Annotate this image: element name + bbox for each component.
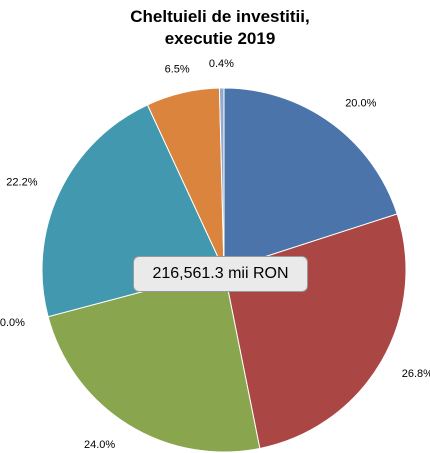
slice-label: 24.0% bbox=[84, 439, 115, 451]
slice-label: 6.5% bbox=[165, 63, 190, 75]
chart-title: Cheltuieli de investitii, executie 2019 bbox=[130, 7, 310, 48]
slice-label: 0.4% bbox=[209, 58, 234, 70]
pie-slice bbox=[47, 269, 261, 453]
pie-slice bbox=[223, 87, 398, 271]
slice-label: 0.0% bbox=[0, 317, 25, 329]
slice-label: 26.8% bbox=[402, 368, 430, 380]
slice-label: 22.2% bbox=[6, 176, 37, 188]
pie-slice bbox=[218, 87, 225, 271]
center-annotation: 216,561.3 mii RON bbox=[133, 256, 308, 292]
slice-label: 20.0% bbox=[345, 97, 376, 109]
